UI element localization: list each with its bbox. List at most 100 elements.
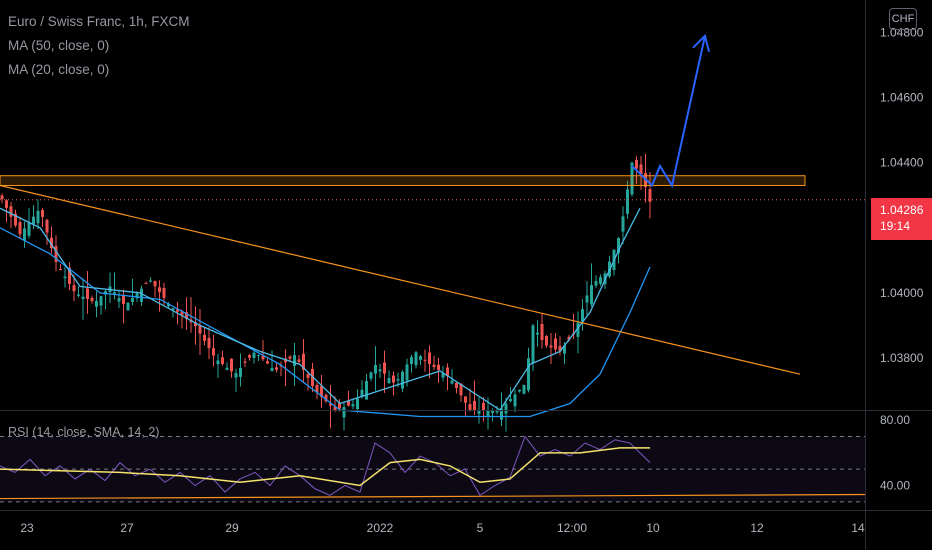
drawings-layer[interactable]: [0, 33, 865, 375]
candle-body: [72, 285, 76, 292]
candle-body: [329, 403, 332, 406]
y-tick-label: 1.03800: [880, 351, 924, 365]
candle-body: [81, 296, 85, 300]
candle-body: [140, 288, 143, 302]
candle-body: [630, 162, 634, 195]
candle-body: [513, 394, 517, 407]
candle-body: [504, 403, 508, 414]
candle-body: [176, 309, 179, 312]
candle-body: [284, 358, 287, 363]
candle-body: [590, 285, 593, 305]
candle-body: [297, 359, 301, 362]
candle-body: [518, 389, 521, 392]
candle-body: [230, 358, 233, 372]
candle-body: [401, 371, 404, 389]
candle-body: [0, 195, 4, 200]
x-tick-label: 12: [750, 521, 764, 535]
candle-body: [491, 410, 494, 414]
candle-body: [581, 309, 584, 322]
candle-body: [252, 352, 256, 358]
candle-body: [540, 323, 544, 341]
candle-body: [351, 404, 355, 407]
y-tick-label: 1.04000: [880, 286, 924, 300]
candle-body: [275, 367, 278, 370]
candle-body: [122, 294, 125, 304]
candle-body: [446, 367, 449, 376]
candle-body: [99, 296, 103, 306]
candle-body: [14, 213, 17, 226]
candle-body: [477, 410, 481, 414]
y-tick-label: 1.04600: [880, 91, 924, 105]
candle-body: [261, 355, 265, 360]
candle-body: [171, 308, 175, 311]
candle-body: [9, 206, 13, 217]
candle-body: [18, 222, 22, 235]
candle-body: [257, 354, 260, 356]
candle-body: [545, 336, 548, 346]
candle-body: [387, 378, 391, 384]
candle-body: [216, 360, 220, 365]
candle-body: [41, 209, 44, 217]
candle-body: [333, 406, 337, 410]
y-tick-label: 1.04400: [880, 156, 924, 170]
candle-body: [369, 372, 373, 379]
candle-body: [576, 322, 580, 337]
resistance-zone: [0, 175, 806, 186]
candle-body: [599, 277, 602, 284]
candle-body: [63, 276, 67, 279]
candle-body: [27, 222, 31, 236]
candle-body: [117, 298, 121, 302]
candle-body: [59, 269, 62, 271]
last-price-tag: 1.04286 19:14: [871, 198, 932, 240]
projection-path: [631, 35, 706, 189]
symbol-label[interactable]: Euro / Swiss Franc, 1h, FXCM: [8, 14, 190, 29]
candle-body: [360, 389, 364, 397]
rsi-pane: [0, 435, 866, 503]
candle-body: [410, 357, 413, 364]
ma50-label[interactable]: MA (50, close, 0): [8, 38, 110, 53]
candle-body: [342, 407, 346, 418]
candle-body: [558, 346, 562, 352]
ma20-label[interactable]: MA (20, close, 0): [8, 62, 110, 77]
x-tick-label: 10: [646, 521, 660, 535]
candle-body: [338, 402, 341, 409]
candle-body: [126, 302, 130, 311]
candle-body: [455, 382, 458, 389]
candle-body: [77, 294, 80, 296]
candle-body: [198, 325, 202, 334]
candle-body: [635, 160, 638, 169]
candle-body: [464, 396, 467, 403]
candle-body: [36, 210, 40, 224]
candle-body: [554, 338, 557, 350]
rsi-trendline: [0, 493, 866, 500]
candle-body: [68, 267, 71, 284]
rsi-line: [0, 435, 651, 497]
rsi-label[interactable]: RSI (14, close, SMA, 14, 2): [8, 425, 160, 439]
candle-body: [432, 364, 436, 368]
candle-body: [347, 400, 350, 406]
candle-body: [234, 373, 238, 378]
currency-button[interactable]: CHF: [889, 8, 917, 30]
candle-body: [594, 281, 598, 286]
candle-body: [405, 364, 409, 381]
candle-body: [527, 358, 530, 391]
candle-body: [86, 288, 89, 299]
ma20-line: [0, 207, 641, 411]
candle-body: [378, 369, 382, 372]
candle-body: [374, 364, 377, 374]
candle-body: [149, 280, 152, 282]
candle-body: [135, 293, 139, 299]
candle-body: [563, 345, 566, 354]
candle-body: [450, 380, 454, 384]
candle-body: [392, 375, 395, 383]
candle-body: [95, 300, 98, 307]
x-tick-label: 2022: [367, 521, 394, 535]
candle-body: [495, 410, 499, 413]
chart-legend: Euro / Swiss Franc, 1h, FXCM MA (50, clo…: [8, 10, 190, 82]
candle-body: [396, 379, 400, 381]
candle-body: [266, 361, 269, 364]
candle-body: [158, 287, 161, 293]
candle-body: [324, 394, 328, 402]
